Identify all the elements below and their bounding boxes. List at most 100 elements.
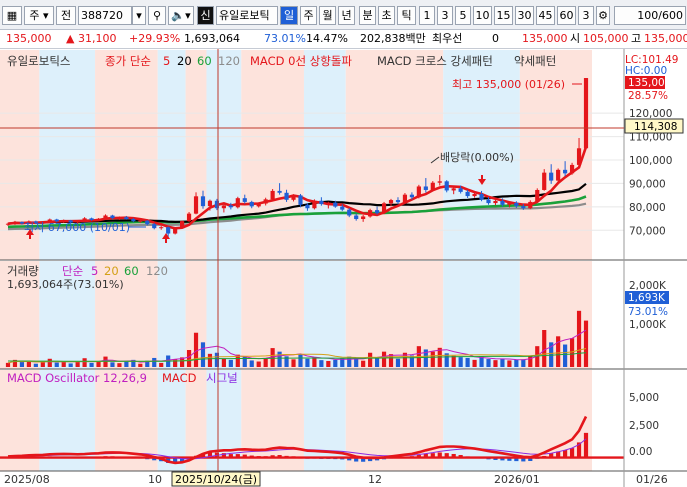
candle-body: [381, 203, 387, 214]
prev-button[interactable]: 전: [56, 6, 76, 25]
settings-icon[interactable]: ⚙: [596, 6, 610, 25]
period-month[interactable]: 월: [319, 6, 336, 25]
sin-badge: 신: [197, 6, 214, 25]
period-year[interactable]: 년: [338, 6, 355, 25]
volume-bar: [576, 310, 582, 367]
candle-body: [535, 189, 540, 202]
code-dropdown-icon[interactable]: ▾: [132, 6, 146, 25]
candle-body: [333, 202, 338, 207]
macd-oscillator-bar: [430, 453, 435, 458]
macd-legend-signal: 시그널: [206, 371, 238, 385]
volume-bar: [256, 361, 261, 367]
stock-name: 유일로보틱: [216, 6, 278, 25]
period-minute[interactable]: 분: [359, 6, 376, 25]
volume-bar: [361, 360, 366, 367]
speaker-icon[interactable]: 🔈▾: [168, 6, 194, 25]
candle-body: [479, 193, 484, 200]
right-date: 01/26: [636, 473, 668, 486]
interval-45[interactable]: 45: [536, 6, 555, 25]
candle-body: [312, 200, 317, 209]
interval-5[interactable]: 5: [455, 6, 471, 25]
interval-30[interactable]: 30: [515, 6, 534, 25]
signal-bearish: 약세패턴: [514, 54, 556, 68]
candle-body: [270, 190, 275, 200]
candle-body: [12, 222, 18, 224]
macd-oscillator-bar: [493, 457, 498, 460]
market-select[interactable]: 주 ▾: [24, 6, 54, 25]
candle-body: [54, 219, 59, 222]
volume-bar: [131, 359, 136, 367]
candle-body: [340, 206, 345, 210]
market-label: 주: [29, 9, 40, 22]
candle-body: [61, 220, 66, 222]
macd-axis-label: 2,500: [629, 420, 659, 432]
period-week[interactable]: 주: [300, 6, 317, 25]
candle-body: [19, 222, 25, 224]
volume-ratio: 73.01%: [264, 32, 306, 45]
period-day[interactable]: 일: [280, 6, 298, 25]
macd-oscillator-bar: [528, 457, 533, 462]
volume-legend-ma: 단순: [62, 264, 83, 278]
volume-bar: [221, 358, 226, 367]
stock-chart[interactable]: 유일로보틱스 종가 단순 5 20 60 120 MACD 0선 상향돌파 MA…: [0, 49, 687, 487]
volume-bar: [514, 359, 519, 367]
macd-oscillator-bar: [152, 457, 157, 461]
code-input[interactable]: 388720: [78, 6, 132, 25]
cursor-price-box: [624, 118, 684, 134]
macd-oscillator-bar: [354, 457, 359, 462]
candle-body: [465, 191, 470, 197]
interval-10[interactable]: 10: [473, 6, 492, 25]
volume-bar: [451, 355, 456, 367]
menu-icon[interactable]: ▦: [2, 6, 22, 25]
period-tick[interactable]: 틱: [397, 6, 416, 25]
legend-ma60: 60: [197, 54, 212, 68]
count-input[interactable]: 100/600: [614, 6, 686, 25]
volume-bar: [326, 360, 331, 367]
volume-bar: [500, 358, 505, 367]
volume-bar: [5, 362, 11, 367]
buy-signal-marker: [162, 233, 170, 243]
candle-body: [5, 223, 11, 225]
macd-oscillator-bar: [423, 453, 428, 458]
interval-3[interactable]: 3: [437, 6, 453, 25]
macd-oscillator-bar: [368, 457, 373, 462]
interval-custom[interactable]: 3: [578, 6, 594, 25]
macd-line: [7, 415, 588, 465]
candle-body: [82, 218, 87, 222]
candle-body: [193, 196, 199, 214]
period-second[interactable]: 초: [378, 6, 395, 25]
macd-oscillator-bar: [200, 453, 206, 458]
volume-bar: [444, 353, 449, 367]
macd-axis-label: 5,000: [629, 392, 659, 404]
search-icon[interactable]: ⚲: [148, 6, 166, 25]
volume-bar: [583, 320, 589, 367]
trend-band: [303, 370, 346, 471]
macd-oscillator-bar: [549, 453, 554, 458]
macd-oscillator-bar: [500, 457, 505, 461]
candle-body: [242, 198, 247, 202]
trend-band: [443, 50, 520, 260]
best-quote-value: 0: [492, 32, 499, 45]
candle-body: [173, 228, 178, 234]
interval-1[interactable]: 1: [419, 6, 435, 25]
interval-60[interactable]: 60: [557, 6, 576, 25]
price-axis-label: 70,000: [629, 225, 666, 237]
volume-bar: [368, 352, 373, 367]
macd-legend: MACD Oscillator 12,26,9: [7, 371, 147, 385]
candle-body: [500, 200, 505, 205]
candle-body: [486, 199, 491, 204]
candle-body: [200, 196, 206, 207]
macd-oscillator-bar: [347, 457, 352, 461]
candle-body: [110, 215, 115, 219]
candle-body: [576, 148, 582, 165]
volume-bar: [458, 357, 463, 367]
hc-label: HC:0.00: [625, 65, 667, 77]
interval-15[interactable]: 15: [494, 6, 513, 25]
candle-body: [33, 221, 38, 223]
best-quote-label: 최우선: [432, 32, 463, 45]
candle-body: [47, 219, 52, 223]
date-label: 2026/01: [494, 473, 540, 486]
volume-bar: [89, 362, 94, 367]
toolbar: ▦ 주 ▾ 전 388720 ▾ ⚲ 🔈▾ 신 유일로보틱 일 주 월 년 분 …: [0, 0, 687, 30]
candle-body: [214, 200, 220, 209]
